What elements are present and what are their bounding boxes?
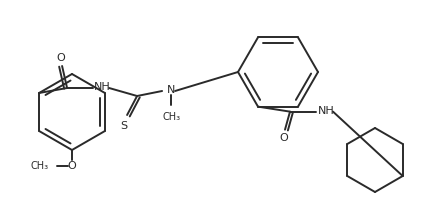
- Text: NH: NH: [94, 82, 110, 92]
- Text: CH₃: CH₃: [31, 161, 49, 171]
- Text: N: N: [167, 85, 175, 95]
- Text: O: O: [279, 133, 288, 143]
- Text: O: O: [68, 161, 76, 171]
- Text: CH₃: CH₃: [162, 112, 180, 122]
- Text: NH: NH: [318, 106, 334, 116]
- Text: S: S: [121, 121, 128, 131]
- Text: O: O: [57, 53, 66, 63]
